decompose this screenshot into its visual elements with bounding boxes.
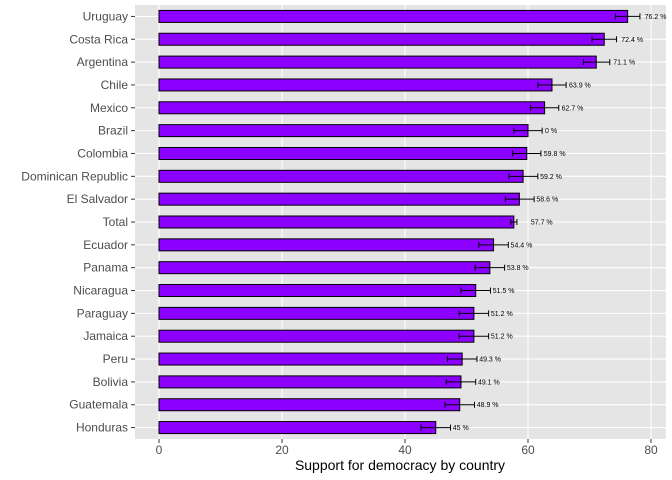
category-label: Peru	[103, 352, 128, 366]
bar	[158, 306, 475, 320]
y-axis-labels: Uruguay Costa Rica Argentina Chile Mexico Bra…	[21, 9, 135, 435]
value-label: 58.6 %	[536, 197, 558, 204]
x-axis-ticks: 0 20 40 60 80	[156, 439, 658, 457]
bar	[158, 192, 520, 206]
value-label: 51.2 %	[491, 334, 513, 341]
error-bar	[420, 424, 452, 431]
bar	[158, 421, 437, 435]
error-bar	[510, 219, 518, 225]
bar	[158, 101, 546, 115]
bar	[158, 32, 605, 46]
value-label: 62.7 %	[562, 105, 584, 112]
x-axis-title: Support for democracy by country	[295, 457, 505, 473]
bar	[158, 352, 463, 366]
bar	[158, 146, 528, 160]
error-bar	[478, 241, 509, 248]
x-tick-label: 60	[521, 443, 535, 457]
value-label: 76.2 %	[645, 14, 667, 21]
x-tick-label: 0	[156, 443, 163, 457]
error-bar	[474, 264, 506, 271]
value-label: 57.7 %	[531, 220, 553, 227]
value-label: 54.4 %	[511, 242, 533, 249]
category-label: Costa Rica	[69, 32, 128, 46]
error-bar	[444, 401, 475, 408]
value-label: 45 %	[453, 425, 469, 432]
value-label: 63.9 %	[569, 82, 591, 89]
x-tick-label: 40	[398, 443, 412, 457]
x-tick-label: 20	[275, 443, 289, 457]
category-label: Argentina	[77, 55, 129, 69]
x-tick-label: 80	[644, 443, 658, 457]
error-bar	[614, 13, 641, 20]
category-label: Total	[103, 215, 128, 229]
category-label: Paraguay	[77, 306, 128, 320]
value-label: 0 %	[545, 128, 557, 135]
bar	[158, 55, 597, 69]
category-label: Mexico	[90, 101, 128, 115]
category-label: Chile	[101, 78, 129, 92]
error-bar	[445, 378, 477, 385]
bar	[158, 215, 515, 229]
error-bar	[591, 36, 618, 43]
error-bars	[420, 13, 641, 431]
category-label: Guatemala	[69, 398, 128, 412]
bar	[158, 78, 553, 92]
category-label: Uruguay	[83, 9, 128, 23]
category-label: Dominican Republic	[21, 169, 128, 183]
value-label: 71.1 %	[613, 60, 635, 67]
value-label: 48.9 %	[477, 402, 499, 409]
bar	[158, 375, 462, 389]
error-bar	[529, 104, 560, 111]
error-bar	[582, 59, 611, 66]
bar	[158, 9, 629, 23]
error-bar	[458, 333, 490, 340]
value-label: 51.2 %	[491, 311, 513, 318]
value-label: 49.1 %	[478, 379, 500, 386]
bar	[158, 124, 529, 138]
value-label: 49.3 %	[479, 357, 501, 364]
category-label: Brazil	[98, 124, 128, 138]
bar	[158, 284, 477, 298]
error-bar	[460, 287, 491, 294]
category-label: Jamaica	[83, 329, 128, 343]
bars	[158, 9, 629, 435]
value-label: 72.4 %	[621, 37, 643, 44]
value-labels: 76.2 % 72.4 % 71.1 % 63.9 % 62.7 % 0 % 59.8 % 5…	[453, 14, 667, 432]
value-label: 51.5 %	[493, 288, 515, 295]
category-label: Nicaragua	[73, 284, 128, 298]
category-label: Colombia	[77, 146, 128, 160]
bar	[158, 329, 475, 343]
category-label: El Salvador	[67, 192, 128, 206]
error-bar	[508, 173, 539, 180]
category-label: Panama	[83, 261, 128, 275]
bar	[158, 169, 524, 183]
category-label: Honduras	[76, 421, 128, 435]
error-bar	[504, 196, 535, 203]
bar	[158, 398, 461, 412]
bar	[158, 238, 495, 252]
value-label: 59.8 %	[544, 151, 566, 158]
error-bar	[513, 127, 543, 134]
error-bar	[458, 310, 490, 317]
category-label: Ecuador	[83, 238, 128, 252]
error-bar	[537, 81, 567, 88]
category-label: Bolivia	[93, 375, 129, 389]
bar	[158, 261, 491, 275]
value-label: 59.2 %	[540, 174, 562, 181]
error-bar	[446, 356, 478, 363]
value-label: 53.8 %	[507, 265, 529, 272]
error-bar	[512, 150, 542, 157]
